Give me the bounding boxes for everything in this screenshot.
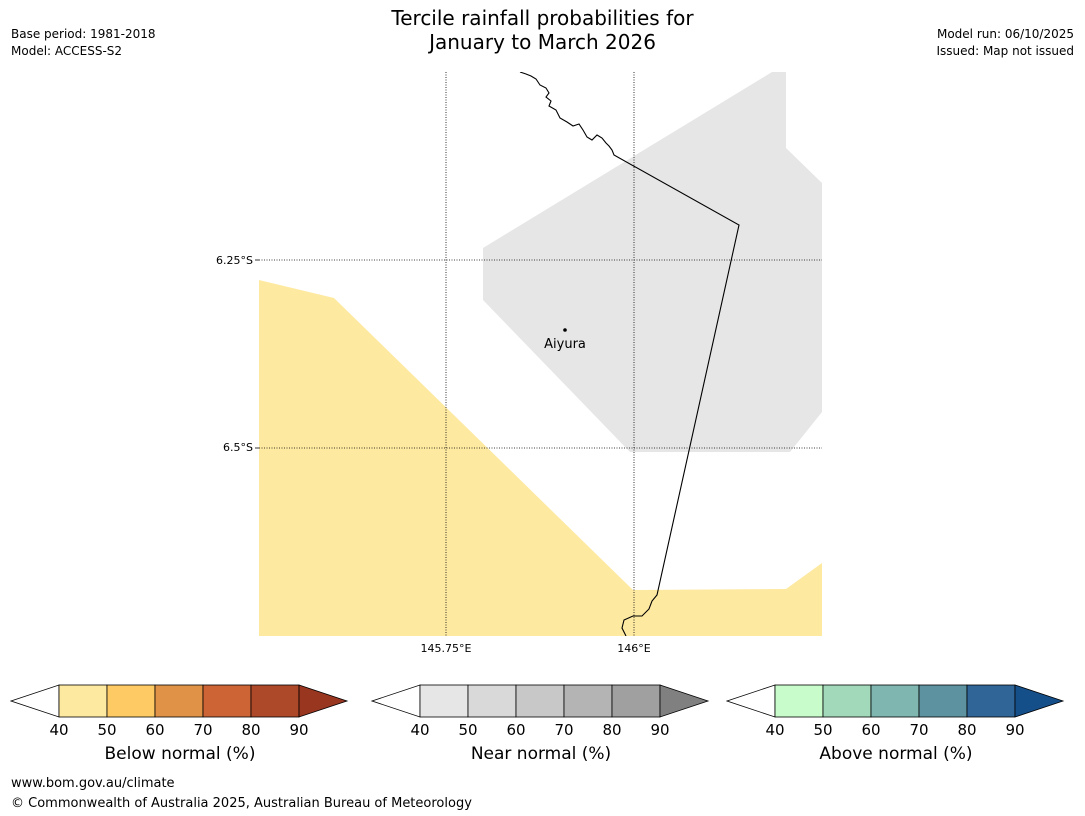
footer-copyright: © Commonwealth of Australia 2025, Austra…	[11, 796, 472, 811]
colorbar-segment	[58, 684, 108, 718]
colorbar-segment	[611, 684, 661, 718]
colorbar-above-normal: 40 50 60 70 80 90 Above normal (%)	[725, 684, 1066, 774]
colorbar-segment	[419, 684, 469, 718]
province-border	[519, 72, 740, 636]
colorbar-near-normal-swatches: 40 50 60 70 80 90	[370, 684, 710, 739]
title-line-2: January to March 2026	[429, 30, 656, 54]
colorbar-arrow-left	[725, 684, 776, 718]
colorbar-segment	[106, 684, 156, 718]
colorbar-segment	[870, 684, 920, 718]
colorbar-tick-label: 80	[602, 721, 621, 739]
colorbar-tick-label: 80	[241, 721, 260, 739]
colorbar-tick-label: 60	[506, 721, 525, 739]
colorbar-arrow-left	[370, 684, 421, 718]
colorbar-above-normal-label: Above normal (%)	[819, 744, 973, 764]
colorbar-tick-label: 50	[458, 721, 477, 739]
colorbar-segment	[822, 684, 872, 718]
header-left: Base period: 1981-2018 Model: ACCESS-S2	[11, 26, 156, 60]
colorbar-near-normal: 40 50 60 70 80 90 Near normal (%)	[370, 684, 711, 774]
colorbar-segment	[774, 684, 824, 718]
map-title: Tercile rainfall probabilities for Janua…	[0, 6, 1085, 54]
colorbar-tick-label: 50	[813, 721, 832, 739]
colorbar-segment	[250, 684, 300, 718]
colorbar-arrow-right	[298, 684, 349, 718]
title-line-1: Tercile rainfall probabilities for	[391, 6, 694, 30]
footer-url: www.bom.gov.au/climate	[11, 776, 175, 791]
header-right: Model run: 06/10/2025 Issued: Map not is…	[936, 26, 1074, 60]
colorbar-tick-label: 90	[289, 721, 308, 739]
footer: www.bom.gov.au/climate © Commonwealth of…	[11, 774, 472, 814]
aiyura-marker	[563, 328, 567, 332]
lat-label-6.5: 6.5°S	[223, 441, 253, 454]
colorbar-tick-label: 80	[957, 721, 976, 739]
colorbar-tick-label: 70	[909, 721, 928, 739]
colorbar-tick-label: 70	[554, 721, 573, 739]
colorbar-tick-label: 40	[765, 721, 784, 739]
colorbar-below-normal-swatches: 40 50 60 70 80 90	[9, 684, 349, 739]
colorbar-segment	[918, 684, 968, 718]
colorbar-tick-label: 60	[861, 721, 880, 739]
lat-label-6.25: 6.25°S	[216, 254, 253, 267]
colorbar-tick-label: 40	[410, 721, 429, 739]
issued-text: Issued: Map not issued	[936, 44, 1074, 58]
base-period-text: Base period: 1981-2018	[11, 27, 156, 41]
colorbar-below-normal: 40 50 60 70 80 90 Below normal (%)	[9, 684, 350, 774]
colorbar-tick-label: 50	[97, 721, 116, 739]
lon-label-146: 146°E	[617, 642, 651, 655]
colorbar-segment	[563, 684, 613, 718]
colorbar-above-normal-swatches: 40 50 60 70 80 90	[725, 684, 1065, 739]
colorbar-tick-label: 40	[49, 721, 68, 739]
near-normal-region	[483, 72, 822, 452]
colorbar-segment	[154, 684, 204, 718]
below-normal-region	[259, 280, 822, 636]
colorbar-below-normal-label: Below normal (%)	[104, 744, 256, 764]
colorbar-segment	[202, 684, 252, 718]
model-run-text: Model run: 06/10/2025	[936, 27, 1074, 41]
colorbar-segment	[966, 684, 1016, 718]
colorbar-tick-label: 90	[1005, 721, 1024, 739]
lon-label-145.75: 145.75°E	[420, 642, 472, 655]
colorbar-arrow-left	[9, 684, 60, 718]
colorbar-segment	[467, 684, 517, 718]
model-text: Model: ACCESS-S2	[11, 44, 123, 58]
colorbar-near-normal-label: Near normal (%)	[470, 744, 612, 764]
colorbar-tick-label: 90	[650, 721, 669, 739]
colorbar-arrow-right	[659, 684, 710, 718]
place-label-aiyura: Aiyura	[544, 337, 586, 352]
colorbar-tick-label: 60	[145, 721, 164, 739]
colorbar-tick-label: 70	[193, 721, 212, 739]
colorbar-segment	[515, 684, 565, 718]
colorbar-arrow-right	[1014, 684, 1065, 718]
